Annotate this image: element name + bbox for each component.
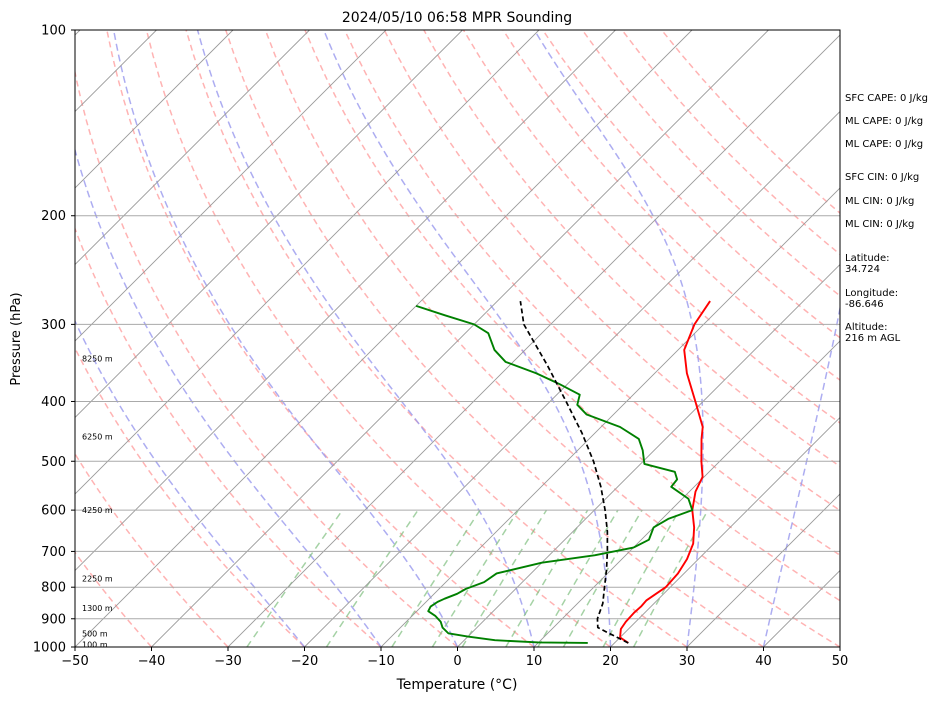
mixing-ratio-line <box>634 510 708 647</box>
stat-line: -86.646 <box>845 299 898 310</box>
height-marker-label: 2250 m <box>82 575 113 584</box>
y-tick-label: 200 <box>41 209 66 224</box>
dry-adiabat-line <box>265 30 840 647</box>
stat-entry: ML CAPE: 0 J/kg <box>845 139 923 150</box>
stat-line: 34.724 <box>845 264 890 275</box>
y-axis-label: Pressure (hPa) <box>9 292 24 385</box>
height-marker-label: 4250 m <box>82 506 113 515</box>
stat-entry: Longitude:-86.646 <box>845 288 898 310</box>
y-tick-label: 100 <box>41 24 66 39</box>
mixing-ratio-line <box>603 510 679 647</box>
y-tick-label: 900 <box>41 612 66 627</box>
y-tick-label: 400 <box>41 395 66 410</box>
stat-line: Latitude: <box>845 253 890 264</box>
moist-adiabat-line <box>534 30 703 647</box>
mixing-ratio-line <box>392 510 480 647</box>
stat-line: SFC CIN: 0 J/kg <box>845 172 919 183</box>
x-axis-label: Temperature (°C) <box>396 677 518 693</box>
height-marker-label: 100 m <box>82 641 108 650</box>
moist-adiabat-line <box>198 30 534 647</box>
x-tick-label: 10 <box>526 654 543 669</box>
isotherm-line <box>0 30 616 647</box>
moist-adiabat-line <box>114 30 458 647</box>
height-marker-label: 500 m <box>82 630 108 639</box>
height-marker-label: 6250 m <box>82 433 113 442</box>
stat-line: 216 m AGL <box>845 333 900 344</box>
stat-entry: Latitude:34.724 <box>845 253 890 275</box>
x-tick-label: −20 <box>291 654 318 669</box>
mixing-ratio-line <box>506 510 588 647</box>
stat-entry: ML CAPE: 0 J/kg <box>845 116 923 127</box>
x-tick-label: −10 <box>367 654 394 669</box>
plot-frame <box>75 30 840 647</box>
x-tick-label: −30 <box>214 654 241 669</box>
axis-ticks: −50 −40 −30 −20 −10 0 10 20 30 40 50 1000 900 800 700 6… <box>33 24 848 670</box>
isotherm-line <box>0 30 233 647</box>
stat-line: ML CIN: 0 J/kg <box>845 196 914 207</box>
y-tick-label: 1000 <box>33 641 66 656</box>
stat-entry: ML CIN: 0 J/kg <box>845 219 914 230</box>
y-tick-label: 700 <box>41 545 66 560</box>
dry-adiabat-line <box>146 30 610 647</box>
y-tick-label: 500 <box>41 455 66 470</box>
y-tick-label: 800 <box>41 581 66 596</box>
dry-adiabat-line <box>0 30 228 647</box>
stat-entry: Altitude:216 m AGL <box>845 322 900 344</box>
stat-line: Longitude: <box>845 288 898 299</box>
isotherm-line <box>228 30 845 647</box>
isotherm-line <box>305 30 922 647</box>
height-markers: 100 m 500 m 1300 m 2250 m 4250 m 6250 m 8250 m <box>82 355 113 650</box>
mixing-ratio-line <box>326 510 418 647</box>
height-marker-label: 8250 m <box>82 355 113 364</box>
stat-line: ML CAPE: 0 J/kg <box>845 116 923 127</box>
x-tick-label: 30 <box>679 654 696 669</box>
isotherm-line <box>0 30 539 647</box>
isotherm-line <box>0 30 4 647</box>
stat-line: ML CIN: 0 J/kg <box>845 219 914 230</box>
stat-line: Altitude: <box>845 322 900 333</box>
height-marker-label: 1300 m <box>82 604 113 613</box>
x-tick-label: −50 <box>61 654 88 669</box>
x-tick-label: 50 <box>832 654 849 669</box>
moist-adiabat-line <box>324 30 611 647</box>
stat-line: SFC CAPE: 0 J/kg <box>845 93 928 104</box>
stat-entry: ML CIN: 0 J/kg <box>845 196 914 207</box>
y-tick-label: 600 <box>41 504 66 519</box>
chart-title: 2024/05/10 06:58 MPR Sounding <box>342 10 572 26</box>
dry-adiabat-line <box>28 30 381 647</box>
y-tick-label: 300 <box>41 318 66 333</box>
stat-entry: SFC CAPE: 0 J/kg <box>845 93 928 104</box>
x-tick-label: 0 <box>453 654 461 669</box>
stat-entry: SFC CIN: 0 J/kg <box>845 172 919 183</box>
mixing-ratio-line <box>247 510 343 647</box>
x-tick-label: −40 <box>138 654 165 669</box>
x-tick-label: 20 <box>602 654 619 669</box>
stat-line: ML CAPE: 0 J/kg <box>845 139 923 150</box>
background-lines <box>0 30 947 647</box>
x-tick-label: 40 <box>755 654 772 669</box>
